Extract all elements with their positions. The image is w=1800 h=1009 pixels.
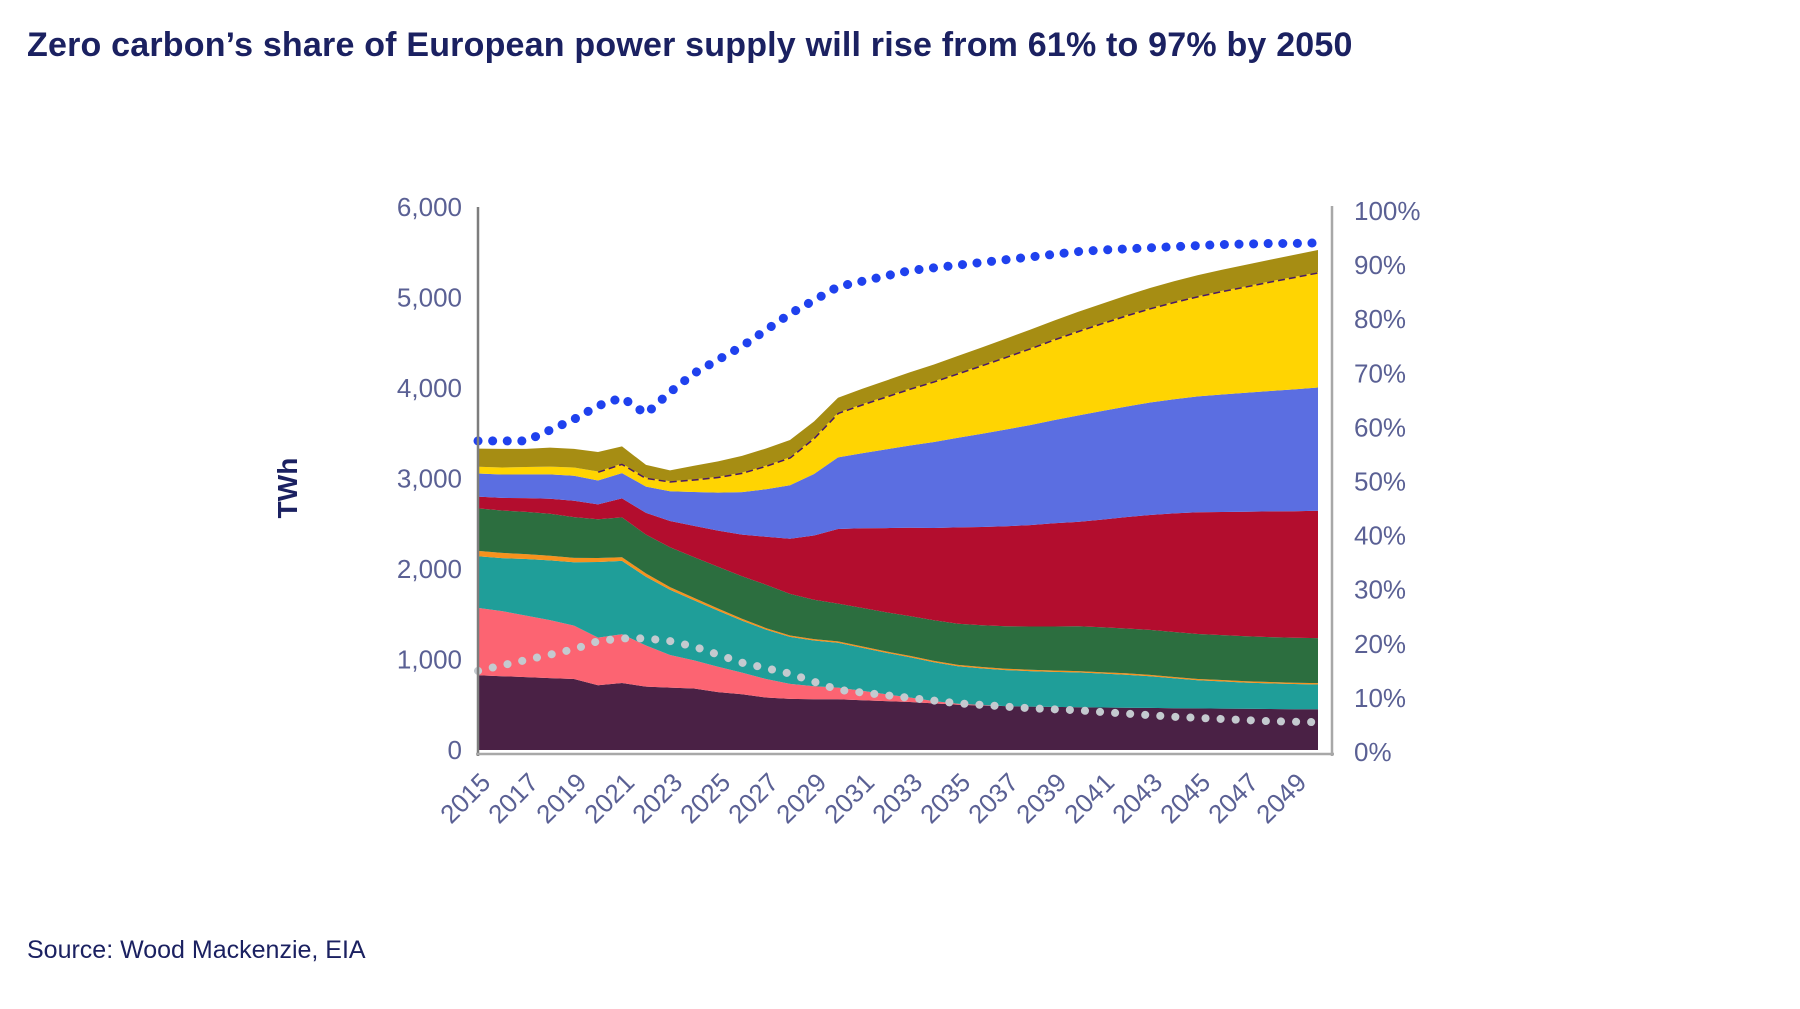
area-olive-band	[478, 250, 1318, 482]
y-left-tick-label: 2,000	[397, 554, 462, 584]
y-right-tick-label: 70%	[1354, 358, 1406, 388]
y-right-tick-label: 20%	[1354, 629, 1406, 659]
y-axis-title: TWh	[272, 458, 303, 519]
y-left-tick-label: 3,000	[397, 464, 462, 494]
x-axis-tick-label: 2021	[578, 767, 640, 829]
area-teal-band	[478, 556, 1318, 710]
x-axis-tick-label: 2035	[914, 767, 976, 829]
y-left-tick-label: 5,000	[397, 283, 462, 313]
area-dark-plum-band	[478, 675, 1318, 750]
area-yellow-band	[478, 272, 1318, 493]
y-right-tick-label: 0%	[1354, 737, 1392, 767]
dotted-line-zero-carbon-share-pct	[473, 238, 1323, 446]
x-axis-tick-label: 2017	[482, 767, 544, 829]
chart-title: Zero carbon’s share of European power su…	[27, 26, 1353, 64]
x-axis-tick-label: 2041	[1058, 767, 1120, 829]
x-axis-tick-label: 2023	[626, 767, 688, 829]
x-axis-tick-label: 2033	[866, 767, 928, 829]
source-note: Source: Wood Mackenzie, EIA	[27, 936, 366, 964]
x-axis-tick-label: 2025	[674, 767, 736, 829]
y-right-tick-label: 80%	[1354, 304, 1406, 334]
y-right-tick-label: 10%	[1354, 683, 1406, 713]
y-left-tick-label: 1,000	[397, 645, 462, 675]
x-axis-tick-label: 2037	[962, 767, 1024, 829]
x-axis-tick-label: 2039	[1010, 767, 1072, 829]
area-pink-band	[478, 607, 1318, 710]
area-crimson-band	[478, 496, 1318, 639]
dotted-line-gray-share-pct	[474, 634, 1322, 727]
x-axis-tick-label: 2045	[1154, 767, 1216, 829]
y-right-tick-label: 100%	[1354, 196, 1421, 226]
y-right-tick-label: 40%	[1354, 521, 1406, 551]
x-axis-tick-label: 2019	[530, 767, 592, 829]
y-right-tick-label: 60%	[1354, 412, 1406, 442]
y-right-tick-label: 90%	[1354, 250, 1406, 280]
x-axis-tick-label: 2049	[1250, 767, 1312, 829]
x-axis-tick-label: 2015	[434, 767, 496, 829]
x-axis-tick-label: 2031	[818, 767, 880, 829]
x-axis-tick-label: 2027	[722, 767, 784, 829]
area-dark-green-band	[478, 508, 1318, 684]
area-periwinkle-band	[478, 387, 1318, 539]
x-axis-tick-label: 2043	[1106, 767, 1168, 829]
x-axis-tick-label: 2047	[1202, 767, 1264, 829]
y-right-tick-label: 30%	[1354, 575, 1406, 605]
y-left-tick-label: 0	[448, 735, 462, 765]
y-right-tick-label: 50%	[1354, 467, 1406, 497]
x-axis-tick-label: 2029	[770, 767, 832, 829]
y-left-tick-label: 6,000	[397, 192, 462, 222]
y-left-tick-label: 4,000	[397, 373, 462, 403]
